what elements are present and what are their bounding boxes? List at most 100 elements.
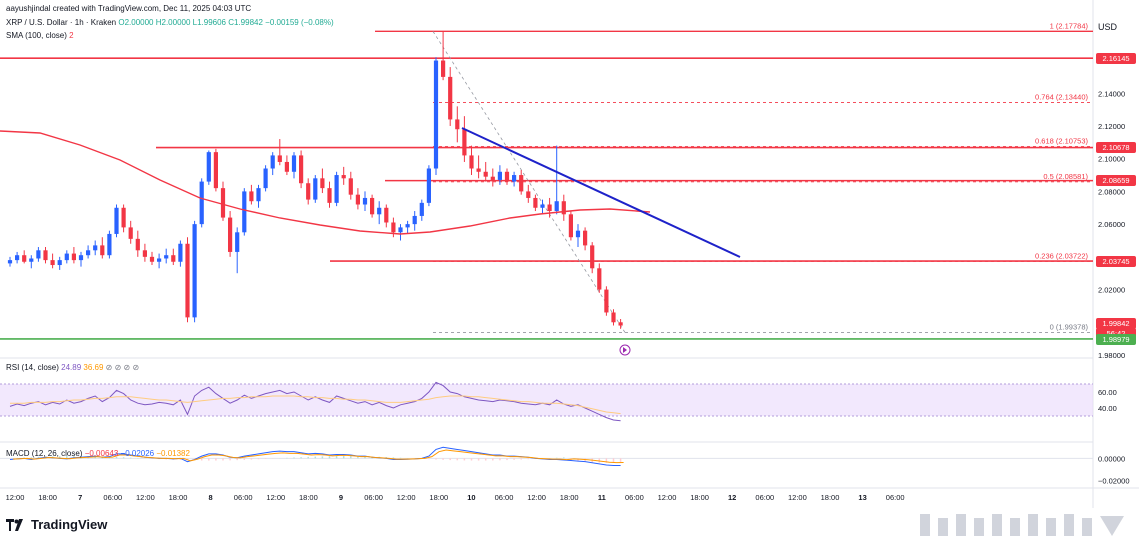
macd-value-2: −0.02026 [120,449,155,458]
time-axis-label: 18:00 [429,493,448,502]
candle-body [249,191,254,202]
symbol-line[interactable]: XRP / U.S. Dollar · 1h · Kraken [6,18,117,27]
macd-value-1: −0.00643 [84,449,119,458]
rsi-extras: ⊘ ⊘ ⊘ ⊘ [105,363,140,372]
rsi-ma-line [10,395,621,415]
candle-body [270,155,275,169]
candle-body [476,168,481,172]
fib-level-label: 1 (2.17784) [1050,21,1089,30]
candle-body [242,191,247,233]
candle-body [504,171,510,182]
price-tag: 2.16145 [1096,52,1136,64]
candle-body [192,224,197,318]
sma-legend[interactable]: SMA (100, close) 2 [6,31,74,40]
candle-body [554,201,559,212]
candle-body [611,312,616,323]
price-tag: 2.03745 [1096,255,1136,267]
time-axis-label: 06:00 [755,493,774,502]
replay-marker-arrow [623,347,627,353]
sma-label: SMA (100, close) [6,31,67,40]
tradingview-logo[interactable]: TradingView [6,517,107,532]
rsi-band [0,384,1093,416]
candle-body [114,207,119,234]
candle-body [29,258,34,262]
candle-body [199,181,204,225]
time-axis-label: 18:00 [38,493,57,502]
candle-body [519,175,524,192]
fib-level-label: 0.618 (2.10753) [1035,136,1088,145]
time-axis-label: 06:00 [234,493,253,502]
candle-body [306,183,311,200]
candle-body [526,191,531,198]
time-axis-label: 12:00 [788,493,807,502]
macd-tick-label: 0.00000 [1098,454,1125,463]
price-tag: 2.10678 [1096,142,1136,154]
macd-tick-label: −0.02000 [1098,477,1130,486]
candle-body [483,171,488,177]
candle-body [618,322,623,326]
candle-body [455,119,460,130]
candle-body [604,289,609,313]
time-axis-label: 7 [78,493,82,502]
candle-body [341,175,346,179]
price-tick-label: 2.14000 [1098,89,1125,98]
candle-body [561,201,566,215]
candle-body [185,243,190,318]
candle-body [590,245,595,269]
candle-body [370,197,375,215]
time-axis-label: 12 [728,493,736,502]
price-tick-label: 1.98000 [1098,351,1125,360]
candle-body [228,217,233,252]
candle-body [15,255,20,261]
candle-body [377,207,382,215]
candle-body [36,250,41,259]
candle-body [597,268,602,290]
candle-body [100,245,105,256]
trendline [461,127,741,258]
currency-label[interactable]: USD [1098,22,1118,32]
time-axis-label: 18:00 [560,493,579,502]
time-axis-label: 18:00 [821,493,840,502]
candle-body [284,161,289,172]
candle-body [263,168,268,189]
candle-body [448,76,453,120]
candle-body [320,178,325,189]
rsi-value: 24.89 [61,363,82,372]
candle-body [398,227,403,233]
candle-body [348,178,353,195]
candle-body [384,207,389,223]
candle-body [220,188,226,218]
time-axis-label: 9 [339,493,343,502]
candle-body [547,204,552,212]
candle-body [171,255,176,262]
candle-body [64,253,69,261]
candle-body [327,188,332,203]
brand-name: TradingView [31,517,108,532]
candle-body [419,202,424,216]
fib-level-label: 0.236 (2.03722) [1035,251,1088,260]
candle-body [78,255,84,261]
candle-body [86,250,91,256]
macd-legend[interactable]: MACD (12, 26, close) −0.00643 −0.02026 −… [6,449,190,458]
candle-body [256,188,261,202]
time-axis-label: 12:00 [266,493,285,502]
candle-body [277,155,282,162]
price-tick-label: 2.10000 [1098,155,1125,164]
candle-body [412,215,417,225]
price-tick-label: 2.12000 [1098,122,1125,131]
candle-body [291,155,297,172]
candle-body [568,214,573,238]
candle-body [583,230,588,246]
price-tick-label: 2.08000 [1098,187,1125,196]
price-tag: 56:42 [1096,328,1136,340]
candle-body [533,197,538,208]
time-axis-label: 06:00 [625,493,644,502]
watermark-icon [920,514,1124,536]
rsi-legend[interactable]: RSI (14, close) 24.89 36.69 ⊘ ⊘ ⊘ ⊘ [6,363,139,372]
time-axis-label: 06:00 [495,493,514,502]
candle-body [107,233,112,256]
rsi-line [9,381,621,422]
time-axis-label: 06:00 [886,493,905,502]
rsi-tick-label: 60.00 [1098,388,1117,397]
